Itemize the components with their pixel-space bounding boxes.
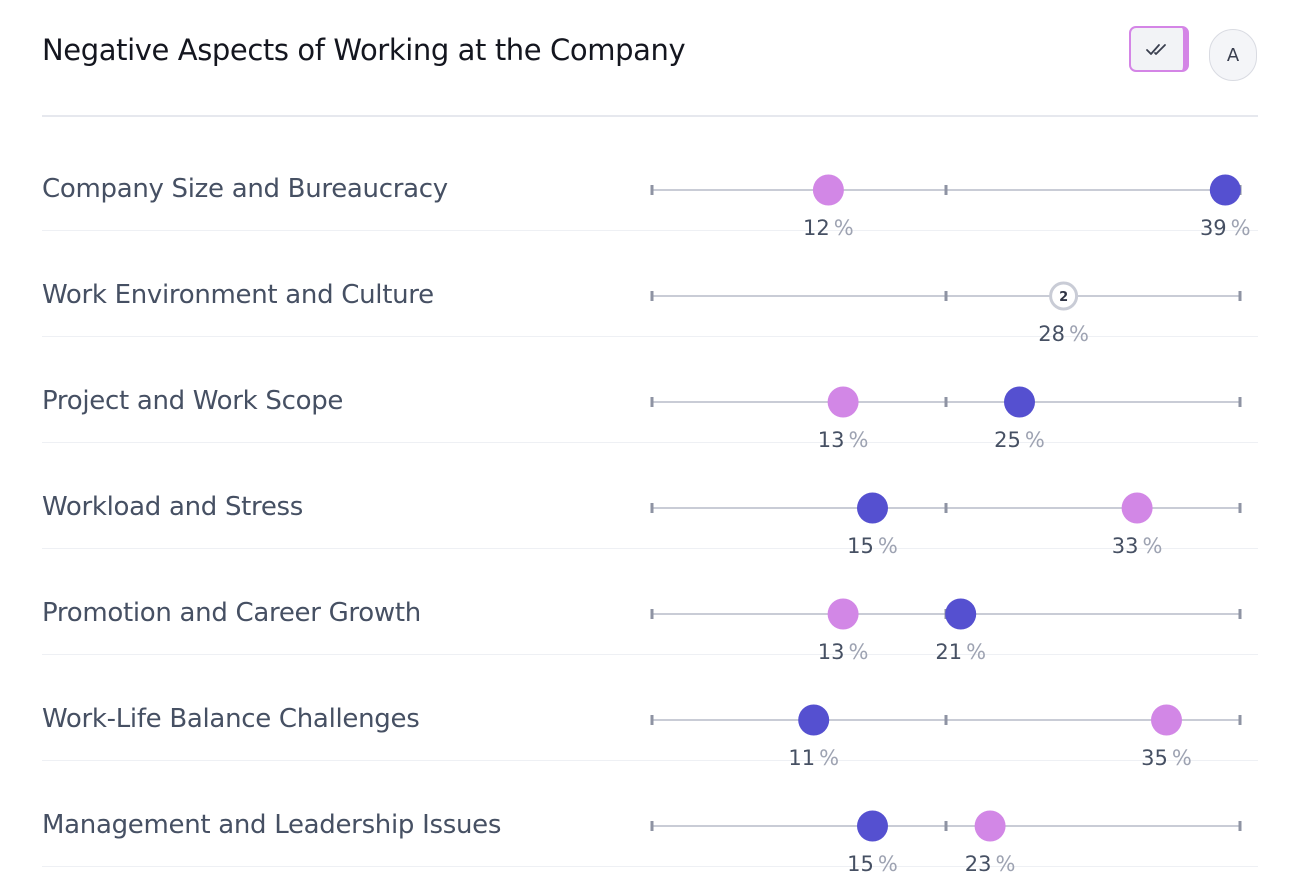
value-label: 28% [1038, 322, 1089, 346]
category-label: Company Size and Bureaucracy [42, 174, 448, 204]
double-check-icon [1146, 44, 1166, 55]
data-point [1004, 386, 1035, 418]
row-divider [42, 760, 1258, 761]
row-plot: 15% 33% [650, 492, 1242, 558]
chart-title: Negative Aspects of Working at the Compa… [42, 33, 686, 67]
row-plot: 2 28% [650, 281, 1242, 346]
value-label: 35% [1141, 746, 1192, 770]
value-label: 23% [965, 852, 1016, 876]
value-label: 13% [818, 640, 869, 664]
value-label: 21% [935, 640, 986, 664]
data-point [857, 492, 888, 524]
value-label: 39% [1200, 216, 1251, 240]
overlap-count: 2 [1059, 290, 1068, 305]
category-label: Promotion and Career Growth [42, 598, 421, 628]
row-plot: 15% 23% [650, 810, 1242, 876]
chart-row: Promotion and Career Growth 21% 13% [42, 562, 1258, 668]
chart-row: Work-Life Balance Challenges 11% 35% [42, 668, 1258, 774]
category-label: Management and Leadership Issues [42, 810, 502, 840]
data-point [1151, 704, 1182, 736]
value-label: 15% [847, 852, 898, 876]
row-divider [42, 548, 1258, 549]
select-all-button[interactable] [1129, 26, 1189, 72]
data-point [798, 704, 830, 736]
row-plot: 39 % 12% [650, 174, 1251, 240]
category-label: Work-Life Balance Challenges [42, 704, 420, 734]
data-point [827, 598, 859, 630]
dot-plot: Company Size and Bureaucracy 39% 12% Work E… [42, 138, 1258, 880]
row-divider [42, 336, 1258, 337]
row-plot: 25 % 13% [650, 386, 1242, 452]
category-label: Work Environment and Culture [42, 280, 434, 310]
row-divider [42, 866, 1258, 867]
value-label: 15% [847, 534, 898, 558]
chart-row: Management and Leadership Issues 15% 23% [42, 774, 1258, 880]
data-point [827, 386, 859, 418]
row-divider [42, 230, 1258, 231]
chart-row: Workload and Stress 15% 33% [42, 456, 1258, 562]
data-point [812, 174, 844, 206]
data-point [857, 810, 888, 842]
chart-header: Negative Aspects of Working at the Compa… [42, 0, 1258, 117]
data-point [1209, 174, 1241, 206]
overlap-marker [1049, 281, 1079, 311]
data-point [1121, 492, 1153, 524]
value-label: 12% [803, 216, 854, 240]
data-point [974, 810, 1006, 842]
value-label: 11% [788, 746, 839, 770]
value-label: 13% [818, 428, 869, 452]
value-label: 33% [1112, 534, 1163, 558]
chart-row: Project and Work Scope 25% 13% [42, 350, 1258, 456]
chart-row: Work Environment and Culture 2 28% [42, 244, 1258, 350]
category-label: Workload and Stress [42, 492, 304, 522]
value-label: 25% [994, 428, 1045, 452]
row-divider [42, 654, 1258, 655]
category-label: Project and Work Scope [42, 386, 344, 416]
row-plot: 21 % 13% [650, 598, 1242, 664]
row-plot: 11% 35% [650, 704, 1242, 770]
chart-row: Company Size and Bureaucracy 39% 12% [42, 138, 1258, 244]
row-divider [42, 442, 1258, 443]
avatar-button[interactable]: A [1209, 29, 1257, 81]
data-point [945, 598, 977, 630]
